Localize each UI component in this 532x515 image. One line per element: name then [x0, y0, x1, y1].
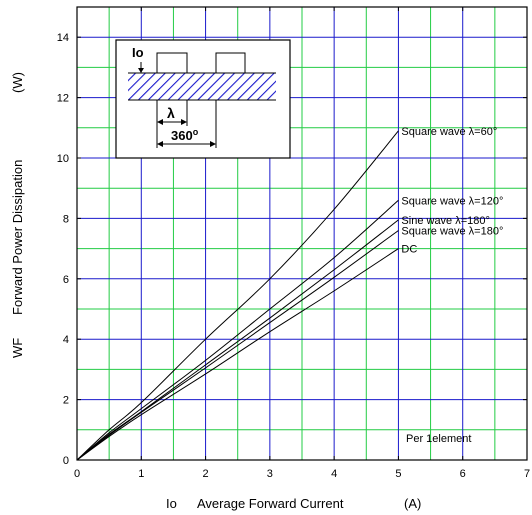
y-tick-label: 12	[57, 93, 69, 105]
x-tick-label: 2	[203, 468, 209, 480]
inset-io-label: Io	[132, 45, 144, 60]
series-line	[76, 230, 399, 461]
y-axis-label: Forward Power Dissipation	[10, 160, 25, 315]
y-axis-unit: (W)	[10, 72, 25, 93]
y-tick-label: 6	[63, 274, 69, 286]
series-line	[76, 248, 399, 461]
x-axis-unit: (A)	[404, 496, 421, 511]
y-axis-symbol: WF	[10, 338, 25, 358]
annotation-per-element: Per 1element	[406, 433, 471, 445]
x-axis-symbol: Io	[166, 496, 177, 511]
minor-grid	[77, 7, 527, 460]
y-tick-label: 8	[63, 213, 69, 225]
series-label: Square wave λ=60°	[401, 126, 497, 138]
y-tick-label: 2	[63, 395, 69, 407]
x-tick-label: 4	[331, 468, 337, 480]
series-labels: Square wave λ=60° Square wave λ=120° Sine …	[401, 126, 503, 256]
x-tick-label: 1	[138, 468, 144, 480]
series-label: DC	[401, 244, 417, 256]
series-label: Square wave λ=180°	[401, 225, 503, 237]
axis-ticks	[76, 7, 528, 461]
major-grid	[77, 7, 527, 460]
inset-period-label: 360o	[171, 127, 199, 143]
x-tick-label: 6	[460, 468, 466, 480]
hatched-dc-band	[128, 73, 276, 100]
x-tick-label: 7	[524, 468, 530, 480]
x-tick-label: 5	[395, 468, 401, 480]
y-tick-label: 14	[57, 32, 69, 44]
period-arrow-head-right	[210, 141, 216, 147]
x-tick-label: 0	[74, 468, 80, 480]
io-arrow-head	[138, 68, 144, 73]
series-line	[76, 219, 399, 461]
waveform-inset: Io λ 360o	[115, 39, 291, 159]
series-line	[76, 199, 399, 461]
lambda-arrow-head-left	[157, 119, 163, 125]
curves	[76, 130, 399, 461]
inset-lambda-label: λ	[167, 105, 175, 121]
series-label: Square wave λ=120°	[401, 195, 503, 207]
series-line	[76, 130, 399, 461]
y-tick-label: 4	[63, 334, 69, 346]
square-wave-pulses	[156, 52, 246, 74]
series-label: Sine wave λ=180°	[401, 215, 489, 227]
y-tick-label: 0	[63, 455, 69, 467]
x-tick-label: 3	[267, 468, 273, 480]
y-tick-label: 10	[57, 153, 69, 165]
period-arrow-head-left	[157, 141, 163, 147]
x-axis-label: Average Forward Current	[197, 496, 344, 511]
lambda-arrow-head-right	[181, 119, 187, 125]
plot-frame	[76, 6, 528, 461]
